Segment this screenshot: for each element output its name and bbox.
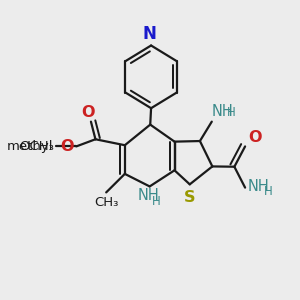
Text: O: O bbox=[60, 139, 74, 154]
Text: NH: NH bbox=[137, 188, 159, 202]
Text: O: O bbox=[248, 130, 261, 145]
Text: H: H bbox=[152, 195, 160, 208]
Text: NH: NH bbox=[248, 179, 270, 194]
Text: OCH₃: OCH₃ bbox=[19, 140, 54, 153]
Text: CH₃: CH₃ bbox=[94, 196, 119, 209]
Text: H: H bbox=[264, 185, 273, 198]
Text: methyl: methyl bbox=[7, 140, 54, 153]
Text: O: O bbox=[81, 105, 94, 120]
Text: S: S bbox=[184, 190, 196, 205]
Text: NH: NH bbox=[211, 104, 233, 119]
Text: N: N bbox=[143, 25, 157, 43]
Text: H: H bbox=[227, 106, 236, 119]
